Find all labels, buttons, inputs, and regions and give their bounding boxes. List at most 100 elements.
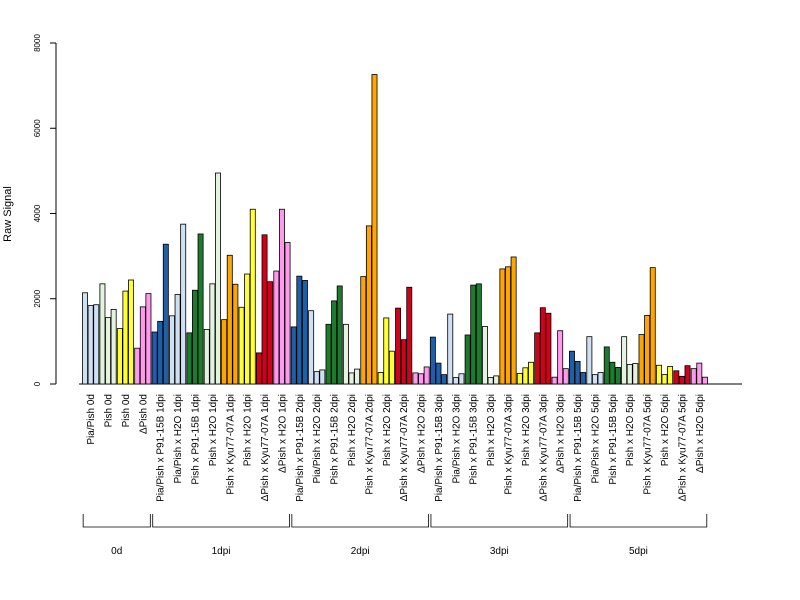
- bar: [545, 312, 552, 385]
- category-label: Pia/Pish x P91-15B 3dpi: [434, 394, 445, 502]
- bar: [261, 234, 268, 385]
- bar: [301, 280, 308, 385]
- bar: [458, 373, 465, 385]
- bar: [249, 208, 256, 385]
- category-label: Pish x P91-15B 2dpi: [330, 394, 341, 485]
- bar: [482, 326, 488, 385]
- bar: [655, 364, 662, 385]
- bar: [626, 363, 633, 385]
- bar: [528, 361, 534, 385]
- group-bracket: [569, 514, 708, 528]
- bar-series: [82, 74, 708, 385]
- bar: [412, 372, 419, 385]
- bar: [273, 270, 280, 385]
- bar: [365, 225, 372, 385]
- bar: [592, 374, 598, 385]
- bar: [464, 334, 471, 385]
- bar: [110, 309, 117, 385]
- category-label: Pish x Kyu77-07A 2dpi: [364, 394, 375, 495]
- category-label: ΔPish x H2O 1dpi: [277, 394, 288, 473]
- bar: [447, 313, 454, 385]
- bar: [377, 372, 384, 385]
- category-label: Pish x H2O 5dpi: [660, 394, 671, 466]
- bar: [569, 350, 575, 385]
- bar: [308, 310, 315, 385]
- category-label: Pia/Pish x P91-15B 5dpi: [573, 394, 584, 502]
- bar: [429, 336, 436, 385]
- category-label: ΔPish x H2O 5dpi: [695, 394, 706, 473]
- bar: [290, 326, 297, 385]
- y-tick-label: 4000: [33, 204, 42, 222]
- bar: [470, 284, 477, 385]
- bar: [661, 374, 668, 385]
- bar: [534, 332, 541, 385]
- bar: [186, 332, 193, 385]
- bar: [331, 300, 338, 385]
- y-tick-label: 8000: [33, 34, 42, 52]
- bar: [232, 283, 239, 385]
- bar: [475, 283, 482, 385]
- bar: [580, 372, 587, 385]
- category-label: ΔPish x Kyu77-07A 2dpi: [399, 394, 410, 501]
- category-label: ΔPish x Kyu77-07A 1dpi: [260, 394, 271, 501]
- bar: [638, 334, 645, 385]
- bar: [134, 347, 141, 385]
- category-label: Pish x H2O 1dpi: [243, 394, 254, 466]
- category-label: Pish x Kyu77-07A 1dpi: [225, 394, 236, 495]
- category-labels: Pia/Pish 0d Pish 0d Pish 0d ΔPish 0d Pia/Pis…: [86, 394, 706, 502]
- bar: [574, 361, 581, 385]
- bar: [348, 372, 355, 385]
- category-label: ΔPish x Kyu77-07A 5dpi: [677, 394, 688, 501]
- bar: [360, 276, 367, 385]
- bar: [383, 317, 390, 385]
- bar: [493, 375, 500, 385]
- bar: [342, 323, 349, 385]
- bar: [701, 376, 708, 385]
- bar: [684, 365, 691, 385]
- bar: [418, 373, 425, 385]
- category-label: Pish 0d: [121, 394, 132, 427]
- group-label: 5dpi: [629, 546, 648, 557]
- category-label: Pia/Pish x H2O 3dpi: [451, 394, 462, 484]
- group-bracket: [152, 514, 290, 528]
- bar: [278, 208, 285, 385]
- bar: [244, 273, 251, 385]
- bar: [116, 328, 123, 385]
- bar: [487, 377, 494, 385]
- category-label: Pish x H2O 3dpi: [521, 394, 532, 466]
- bar: [203, 329, 210, 385]
- bar: [505, 266, 511, 385]
- category-label: ΔPish 0d: [138, 394, 149, 434]
- bar: [388, 350, 395, 385]
- category-label: ΔPish x H2O 3dpi: [556, 394, 567, 473]
- bar: [406, 286, 413, 385]
- group-bracket: [82, 514, 151, 528]
- bar: [603, 346, 610, 385]
- bar: [615, 366, 621, 385]
- bar: [174, 294, 181, 385]
- category-label: Pish x Kyu77-07A 3dpi: [504, 394, 515, 495]
- bar: [649, 267, 656, 385]
- bar: [296, 275, 303, 385]
- bar: [562, 368, 569, 385]
- bar: [400, 339, 407, 385]
- bar: [99, 283, 106, 385]
- bar: [180, 223, 187, 385]
- bar: [209, 283, 216, 385]
- bar: [226, 254, 233, 385]
- bar: [673, 370, 680, 385]
- group-label: 0d: [111, 546, 122, 557]
- bar: [597, 372, 604, 385]
- bar: [696, 362, 703, 385]
- bar: [371, 74, 378, 385]
- group-label: 2dpi: [351, 546, 370, 557]
- category-label: Pia/Pish x H2O 5dpi: [590, 394, 601, 484]
- bar: [551, 376, 558, 385]
- bar: [609, 361, 616, 385]
- bar: [197, 233, 204, 385]
- bar: [215, 172, 221, 385]
- bar: [452, 377, 459, 385]
- bar: [499, 268, 506, 385]
- bar: [522, 367, 529, 385]
- bar: [319, 369, 326, 385]
